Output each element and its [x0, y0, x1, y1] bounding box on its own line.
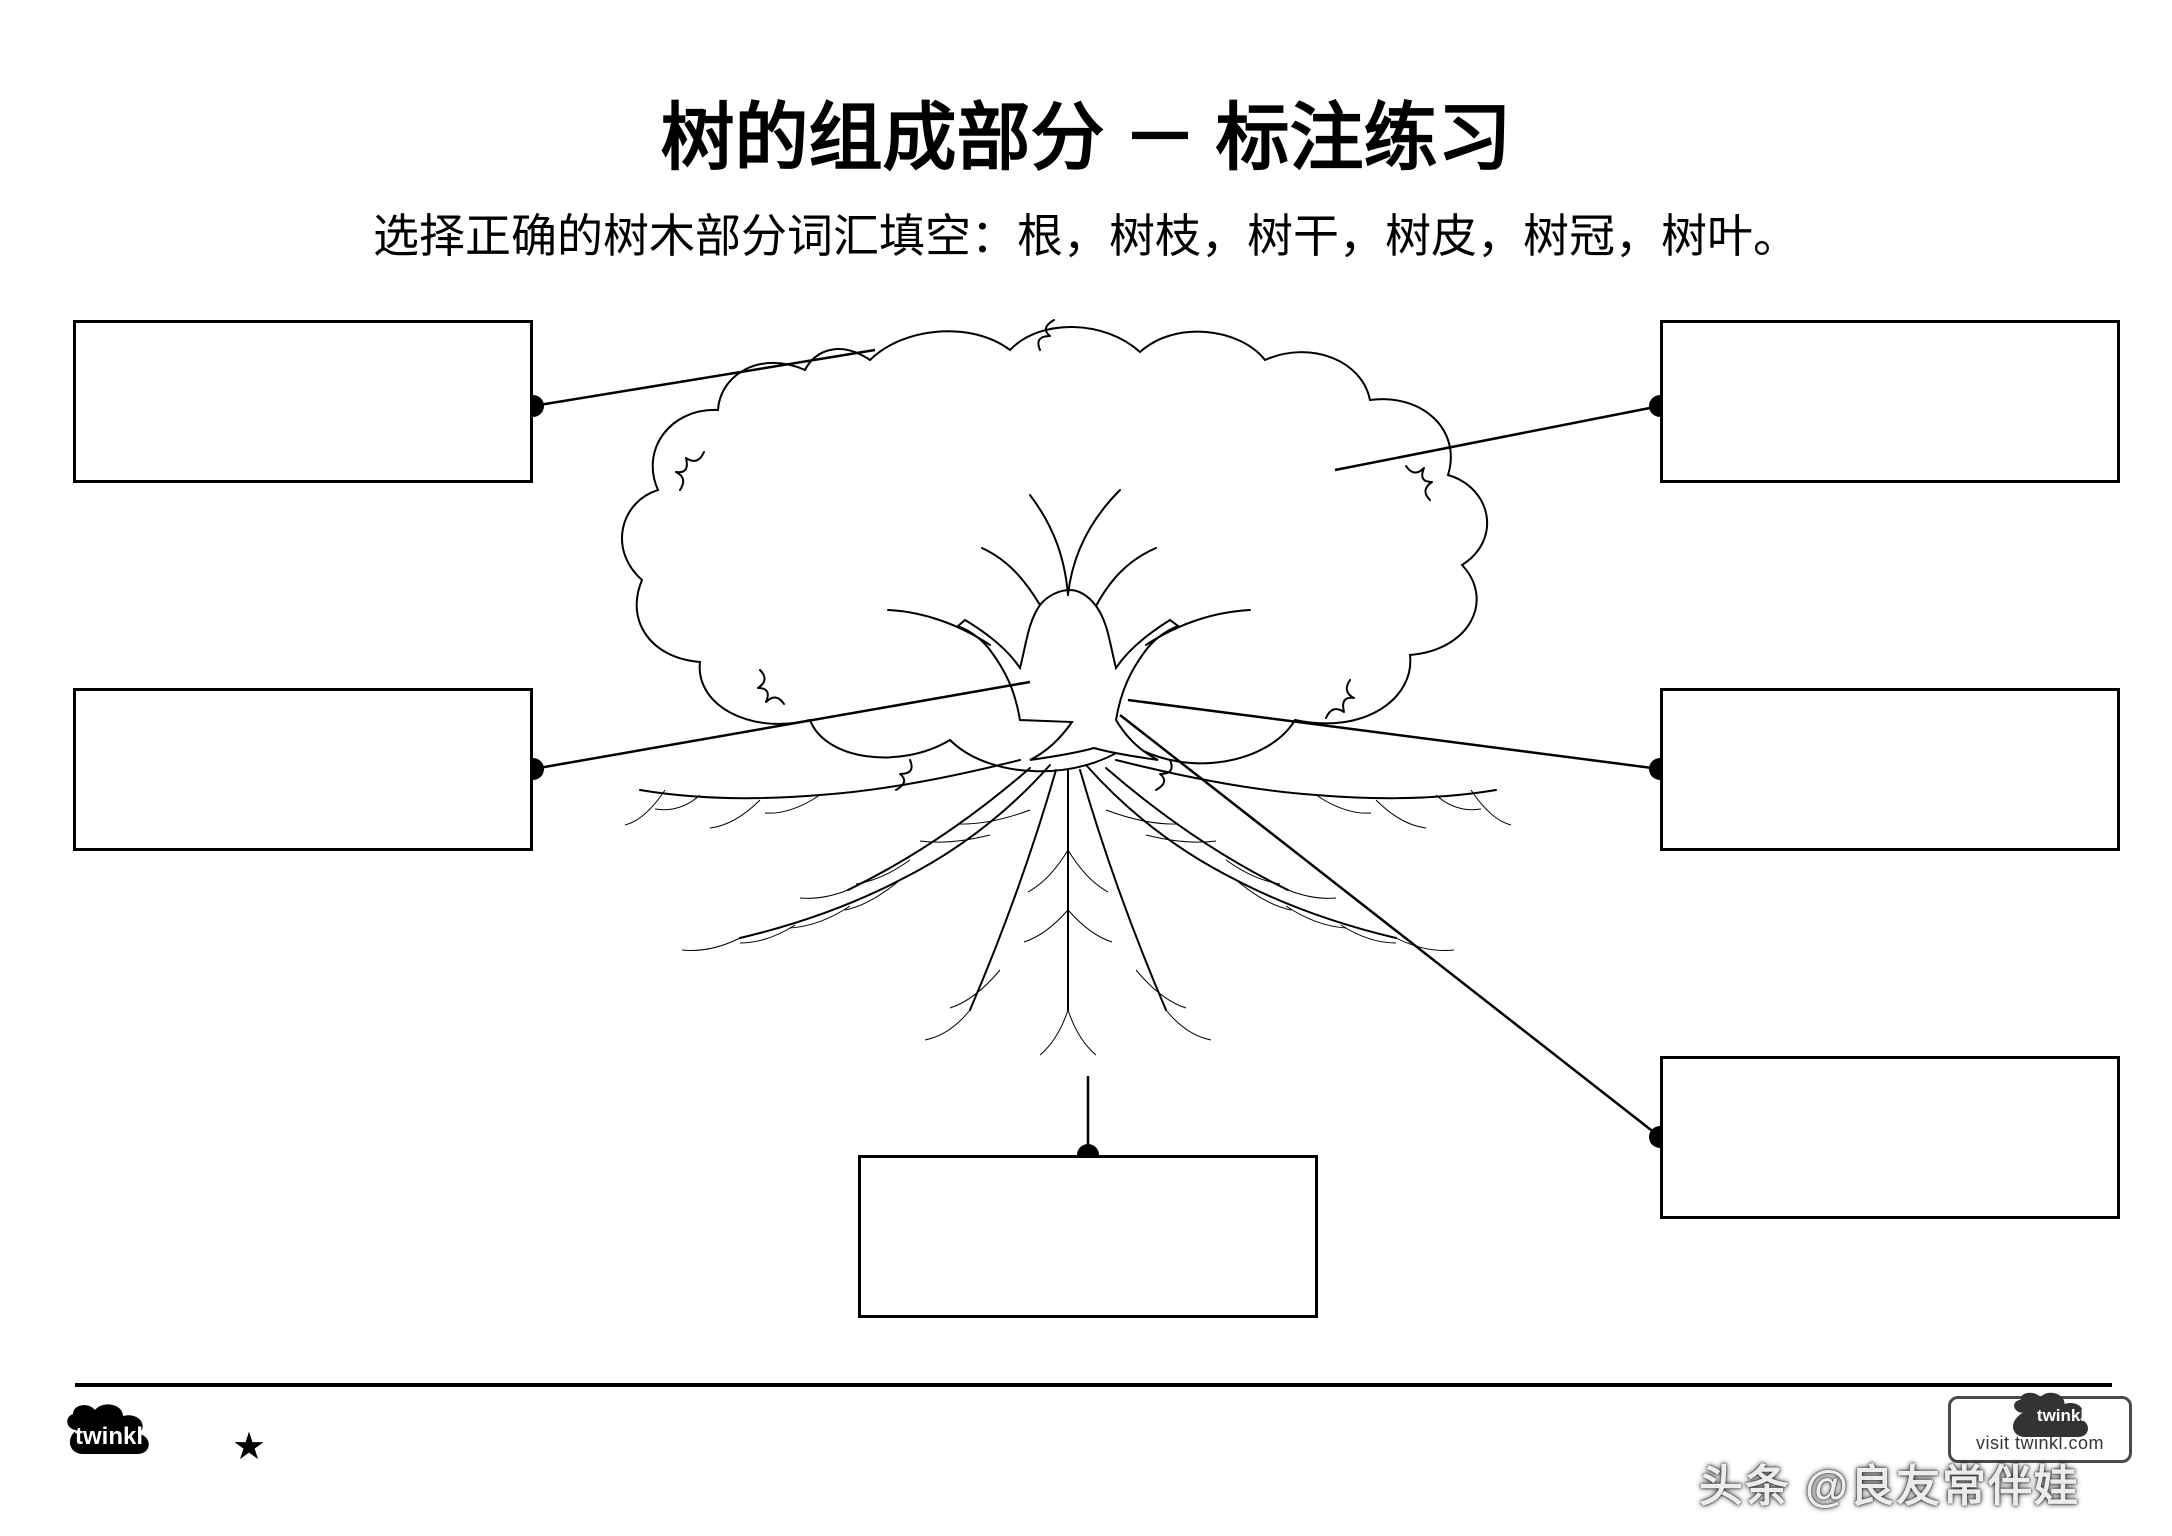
badge-brand-text: twinkl — [2037, 1406, 2085, 1425]
tree-illustration — [610, 290, 1530, 1120]
answer-box[interactable] — [1660, 320, 2120, 483]
source-watermark: 头条 @良友常伴娃 — [1699, 1450, 2080, 1514]
answer-box[interactable] — [73, 320, 533, 483]
answer-box[interactable] — [858, 1155, 1318, 1318]
page-title: 树的组成部分 － 标注练习 — [0, 78, 2172, 185]
instructions-text: 选择正确的树木部分词汇填空：根，树枝，树干，树皮，树冠，树叶。 — [0, 200, 2172, 266]
answer-box[interactable] — [1660, 688, 2120, 851]
brand-logo-left: twinkl — [65, 1402, 225, 1477]
answer-box[interactable] — [1660, 1056, 2120, 1219]
difficulty-star-icon: ★ — [232, 1424, 266, 1469]
brand-text: twinkl — [75, 1423, 143, 1450]
tree-roots — [625, 760, 1511, 1055]
worksheet-page: 树的组成部分 － 标注练习 选择正确的树木部分词汇填空：根，树枝，树干，树皮，树… — [0, 0, 2172, 1536]
footer-rule — [75, 1383, 2112, 1387]
answer-box[interactable] — [73, 688, 533, 851]
